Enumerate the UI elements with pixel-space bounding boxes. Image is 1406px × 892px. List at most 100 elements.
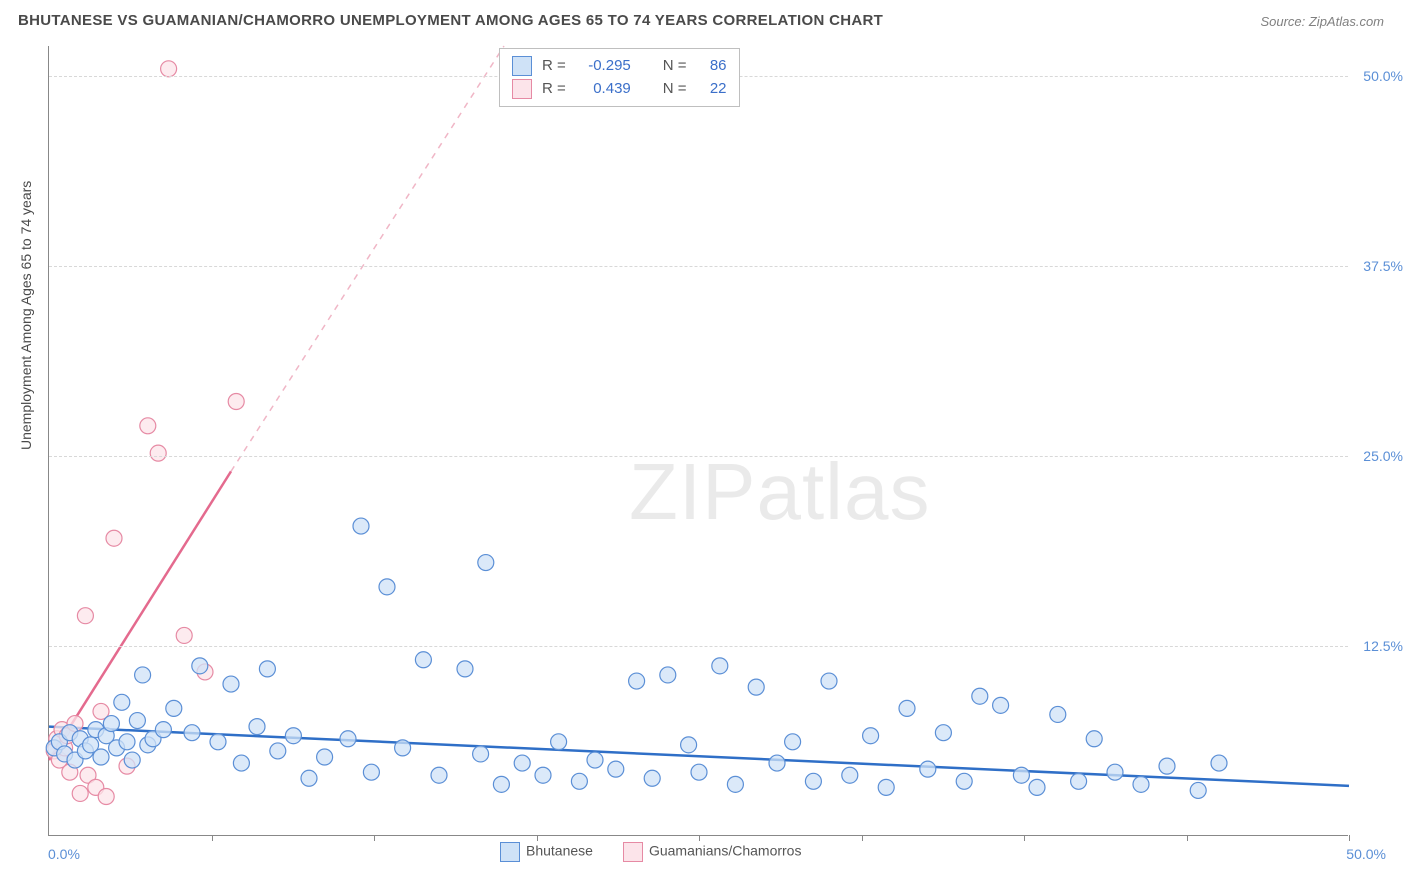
corr-row: R = 0.439 N = 22	[512, 78, 727, 101]
corr-swatch	[512, 56, 532, 76]
legend-swatch	[500, 842, 520, 862]
scatter-point-blue	[249, 719, 265, 735]
legend-label: Guamanians/Chamorros	[649, 843, 802, 859]
scatter-point-blue	[993, 697, 1009, 713]
corr-n-label: N =	[663, 55, 687, 78]
scatter-point-blue	[1190, 782, 1206, 798]
scatter-point-blue	[457, 661, 473, 677]
y-tick-label: 12.5%	[1363, 638, 1403, 654]
scatter-point-blue	[1071, 773, 1087, 789]
scatter-point-blue	[301, 770, 317, 786]
scatter-point-blue	[514, 755, 530, 771]
scatter-point-blue	[415, 652, 431, 668]
scatter-point-blue	[691, 764, 707, 780]
x-tick	[699, 835, 700, 841]
scatter-point-pink	[150, 445, 166, 461]
x-tick	[1187, 835, 1188, 841]
corr-swatch	[512, 79, 532, 99]
scatter-point-blue	[712, 658, 728, 674]
correlation-box: R =-0.295N =86R =0.439N =22	[499, 48, 740, 107]
x-axis-min-label: 0.0%	[48, 846, 80, 862]
x-tick	[212, 835, 213, 841]
scatter-point-pink	[106, 530, 122, 546]
scatter-point-blue	[1159, 758, 1175, 774]
x-axis-max-label: 50.0%	[1346, 846, 1386, 862]
scatter-point-blue	[608, 761, 624, 777]
y-axis-label: Unemployment Among Ages 65 to 74 years	[18, 181, 34, 450]
scatter-point-blue	[478, 555, 494, 571]
legend-swatch	[623, 842, 643, 862]
y-tick-label: 37.5%	[1363, 258, 1403, 274]
scatter-point-blue	[1133, 776, 1149, 792]
scatter-point-blue	[129, 713, 145, 729]
scatter-point-blue	[192, 658, 208, 674]
scatter-point-pink	[140, 418, 156, 434]
y-tick-label: 25.0%	[1363, 448, 1403, 464]
scatter-point-blue	[805, 773, 821, 789]
gridline	[49, 266, 1348, 267]
corr-n-value: 22	[697, 78, 727, 101]
corr-n-value: 86	[697, 55, 727, 78]
scatter-point-blue	[587, 752, 603, 768]
gridline	[49, 456, 1348, 457]
scatter-point-blue	[93, 749, 109, 765]
scatter-point-blue	[681, 737, 697, 753]
scatter-point-blue	[629, 673, 645, 689]
corr-r-label: R =	[542, 78, 566, 101]
scatter-point-blue	[1211, 755, 1227, 771]
legend-label: Bhutanese	[526, 843, 593, 859]
scatter-point-blue	[223, 676, 239, 692]
y-tick-label: 50.0%	[1363, 68, 1403, 84]
scatter-point-blue	[920, 761, 936, 777]
scatter-point-blue	[727, 776, 743, 792]
scatter-point-blue	[878, 779, 894, 795]
gridline	[49, 646, 1348, 647]
scatter-point-blue	[842, 767, 858, 783]
scatter-point-blue	[259, 661, 275, 677]
scatter-point-blue	[431, 767, 447, 783]
scatter-point-blue	[660, 667, 676, 683]
scatter-point-blue	[748, 679, 764, 695]
scatter-point-blue	[769, 755, 785, 771]
scatter-point-blue	[1013, 767, 1029, 783]
legend-bottom: Bhutanese Guamanians/Chamorros	[500, 842, 801, 862]
scatter-point-pink	[98, 789, 114, 805]
scatter-point-pink	[72, 785, 88, 801]
scatter-point-blue	[535, 767, 551, 783]
scatter-point-blue	[114, 694, 130, 710]
scatter-point-blue	[353, 518, 369, 534]
scatter-point-blue	[899, 700, 915, 716]
scatter-point-blue	[155, 722, 171, 738]
scatter-point-blue	[785, 734, 801, 750]
corr-r-label: R =	[542, 55, 566, 78]
scatter-point-blue	[285, 728, 301, 744]
scatter-point-blue	[135, 667, 151, 683]
scatter-point-blue	[956, 773, 972, 789]
scatter-point-blue	[210, 734, 226, 750]
corr-r-value: 0.439	[576, 78, 631, 101]
scatter-point-blue	[644, 770, 660, 786]
scatter-point-blue	[124, 752, 140, 768]
scatter-point-blue	[166, 700, 182, 716]
chart-title: BHUTANESE VS GUAMANIAN/CHAMORRO UNEMPLOY…	[18, 12, 883, 29]
scatter-point-blue	[395, 740, 411, 756]
scatter-point-blue	[972, 688, 988, 704]
scatter-point-blue	[270, 743, 286, 759]
plot-area: R =-0.295N =86R =0.439N =22 ZIPatlas 12.…	[48, 46, 1348, 836]
scatter-point-pink	[228, 394, 244, 410]
x-tick	[374, 835, 375, 841]
scatter-point-blue	[863, 728, 879, 744]
trendline-pink-dash	[231, 46, 504, 471]
source-label: Source: ZipAtlas.com	[1260, 14, 1384, 29]
x-tick	[1024, 835, 1025, 841]
scatter-point-pink	[77, 608, 93, 624]
scatter-point-blue	[473, 746, 489, 762]
scatter-point-blue	[363, 764, 379, 780]
legend-item: Guamanians/Chamorros	[623, 842, 802, 862]
scatter-point-pink	[176, 627, 192, 643]
scatter-point-blue	[233, 755, 249, 771]
corr-n-label: N =	[663, 78, 687, 101]
scatter-point-blue	[493, 776, 509, 792]
scatter-point-blue	[1029, 779, 1045, 795]
scatter-point-blue	[119, 734, 135, 750]
